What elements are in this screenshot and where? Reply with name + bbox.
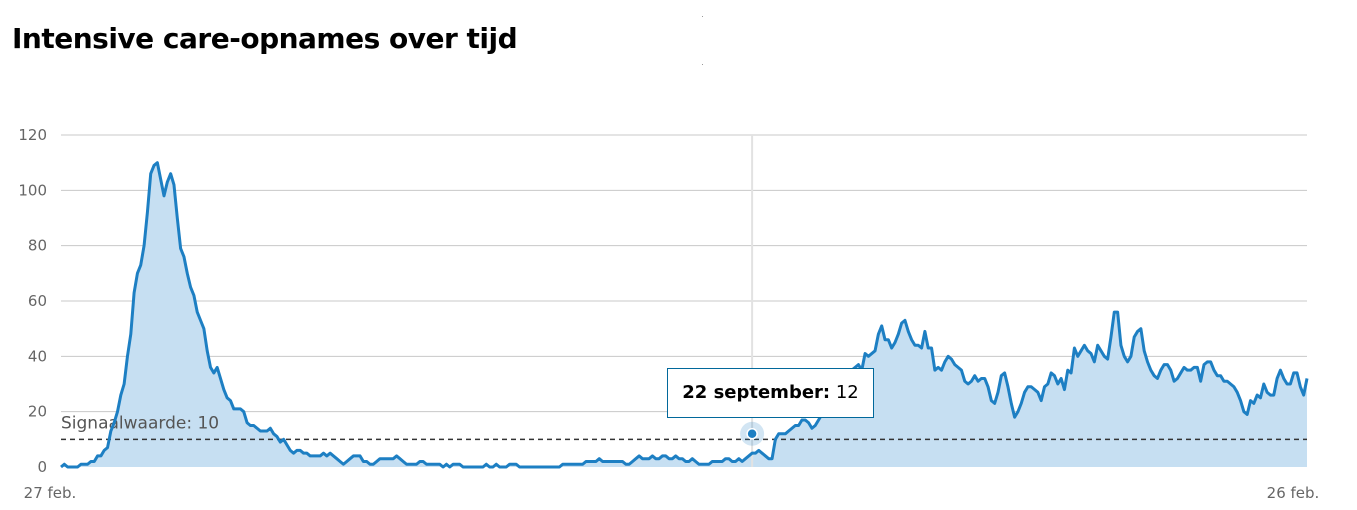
x-tick-label-start: 27 feb. <box>24 484 77 502</box>
y-tick-label: 100 <box>18 181 47 199</box>
chart-title: Intensive care-opnames over tijd <box>12 22 518 55</box>
y-tick-label: 80 <box>28 237 47 255</box>
signal-threshold-label: Signaalwaarde: 10 <box>61 413 219 433</box>
tooltip-value: 12 <box>835 382 859 403</box>
x-tick-label-end: 26 feb. <box>1267 484 1320 502</box>
y-tick-label: 40 <box>28 347 47 365</box>
tooltip-date: 22 september: <box>682 382 831 403</box>
grid-lines <box>61 134 1307 413</box>
y-tick-label: 20 <box>28 403 47 421</box>
series-line <box>60 161 1309 469</box>
y-tick-label: 120 <box>18 126 47 144</box>
decoration-dot <box>702 64 703 65</box>
series-area <box>61 162 1307 468</box>
y-axis-ticks: 0 20 40 60 80 100 120 <box>18 126 47 476</box>
highlight-point[interactable] <box>746 428 758 440</box>
decoration-dot <box>702 16 703 17</box>
y-tick-label: 0 <box>37 458 47 476</box>
tooltip: 22 september: 12 <box>667 368 874 418</box>
y-tick-label: 60 <box>28 292 47 310</box>
